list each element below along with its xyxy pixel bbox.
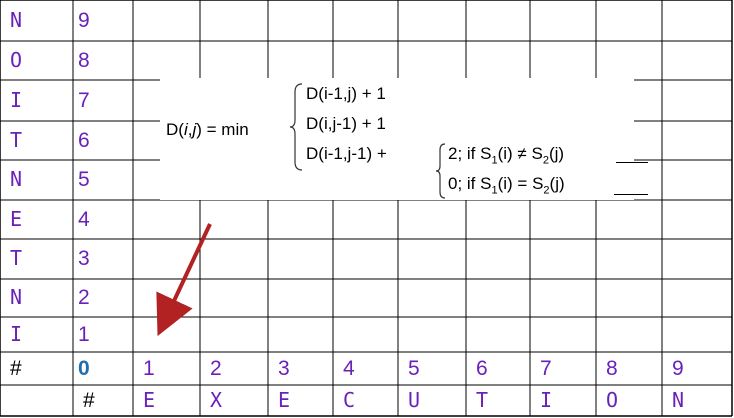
sub-case-2-underline <box>614 194 648 195</box>
row-index: 4 <box>78 207 90 231</box>
col-label: E <box>143 387 156 412</box>
col-label: # <box>83 388 95 412</box>
formula-lhs: D(i,j) = min <box>166 120 249 139</box>
row-label: # <box>10 356 22 380</box>
col-label: C <box>343 387 356 412</box>
row-label: T <box>10 246 23 270</box>
col-index: 3 <box>278 356 290 380</box>
row-index: 8 <box>78 48 90 72</box>
row-label: T <box>10 127 23 152</box>
row-label: I <box>10 87 23 112</box>
col-label: I <box>540 387 553 412</box>
sub-case-2: 0; if S1(i) = S2(j) <box>448 174 565 197</box>
col-label: O <box>606 387 619 412</box>
col-index: 5 <box>408 356 420 380</box>
formula-box: D(i,j) = min D(i-1,j) + 1 D(i,j-1) + 1 D… <box>160 78 648 200</box>
row-label: N <box>10 167 23 191</box>
col-label: T <box>476 387 489 412</box>
left-brace <box>290 83 303 171</box>
row-index: 0 <box>78 356 90 380</box>
row-index: 6 <box>78 128 90 152</box>
row-index: 5 <box>78 168 90 191</box>
row-label: N <box>10 285 23 309</box>
col-label: X <box>210 387 223 412</box>
col-index: 6 <box>476 356 488 380</box>
inner-brace <box>436 143 446 199</box>
sub-case-1: 2; if S1(i) ≠ S2(j) <box>448 144 565 167</box>
col-label: U <box>408 387 421 412</box>
row-index: 7 <box>78 88 90 112</box>
row-label: I <box>10 321 23 346</box>
row-label: O <box>10 47 23 72</box>
formula-case-2: D(i,j-1) + 1 <box>306 114 386 133</box>
col-index: 9 <box>672 356 684 380</box>
col-label: N <box>672 387 685 412</box>
sub-case-1-underline <box>616 162 648 163</box>
row-label: N <box>10 7 23 32</box>
formula-case-1: D(i-1,j) + 1 <box>306 84 386 103</box>
col-index: 2 <box>210 356 222 380</box>
arrow <box>156 223 212 337</box>
col-index: 7 <box>540 356 552 380</box>
col-label: E <box>278 387 291 412</box>
row-label: E <box>10 206 23 231</box>
col-index: 4 <box>343 356 355 380</box>
row-index: 2 <box>78 286 90 309</box>
row-index: 9 <box>78 8 90 32</box>
row-index: 1 <box>78 322 90 346</box>
col-index: 1 <box>143 356 155 380</box>
col-index: 8 <box>606 356 618 380</box>
row-index: 3 <box>78 247 90 270</box>
formula-case-3: D(i-1,j-1) + <box>306 144 387 163</box>
